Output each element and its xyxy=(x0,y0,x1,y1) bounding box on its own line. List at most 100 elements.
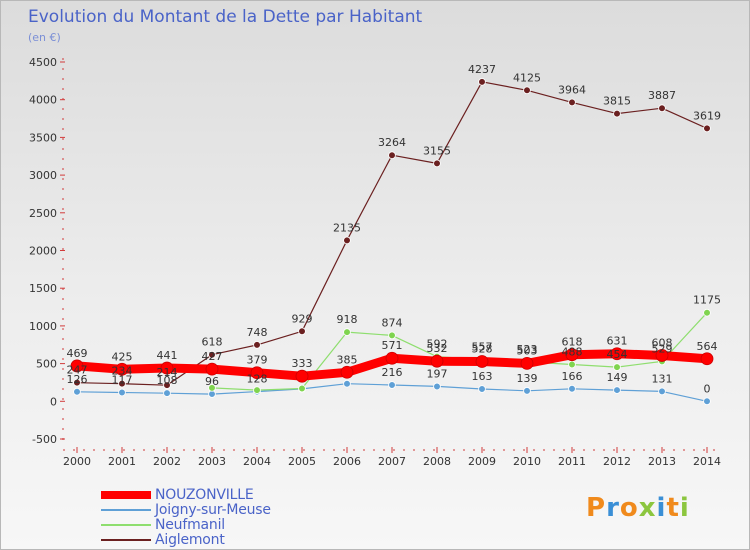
data-point xyxy=(118,379,126,388)
x-tick-label: 2004 xyxy=(243,455,271,468)
data-label: 454 xyxy=(607,348,628,361)
data-point xyxy=(430,354,444,368)
data-point xyxy=(523,86,531,95)
data-label: 3964 xyxy=(558,83,586,96)
data-point xyxy=(568,98,576,107)
chart-title: Evolution du Montant de la Dette par Hab… xyxy=(28,7,423,27)
data-label: 149 xyxy=(607,371,628,384)
legend-item: Joigny-sur-Meuse xyxy=(101,502,271,518)
data-label: 126 xyxy=(67,373,88,386)
data-label: 748 xyxy=(247,326,268,339)
data-point xyxy=(655,349,669,362)
data-label: 385 xyxy=(337,353,358,366)
data-point xyxy=(343,379,351,388)
data-point xyxy=(565,348,579,362)
legend: NOUZONVILLE Joigny-sur-Meuse Neufmanil Aigl… xyxy=(101,487,271,548)
data-point xyxy=(298,327,306,336)
data-label: 441 xyxy=(157,349,178,362)
data-point xyxy=(343,236,351,245)
x-tick-label: 2010 xyxy=(513,455,541,468)
y-tick-label: 500 xyxy=(36,358,57,371)
x-tick-label: 2005 xyxy=(288,455,316,468)
data-point xyxy=(118,388,126,397)
data-point xyxy=(478,385,486,393)
data-label: 427 xyxy=(202,350,223,363)
x-tick-label: 2009 xyxy=(468,455,496,468)
data-point xyxy=(253,386,261,394)
x-tick-label: 2000 xyxy=(63,455,91,468)
data-label: 631 xyxy=(607,335,628,348)
data-point xyxy=(250,366,264,380)
data-label: 333 xyxy=(292,357,313,370)
data-label: 488 xyxy=(562,346,583,359)
y-tick-label: 2000 xyxy=(29,245,57,258)
data-label: 3155 xyxy=(423,144,451,157)
data-point xyxy=(253,341,261,349)
data-label: 618 xyxy=(562,336,583,349)
x-tick-label: 2007 xyxy=(378,455,406,468)
data-label: 4125 xyxy=(513,71,541,84)
data-point xyxy=(208,390,216,398)
data-label: 117 xyxy=(112,373,133,386)
data-label: 564 xyxy=(697,340,718,353)
data-label: 523 xyxy=(517,343,538,356)
data-point xyxy=(433,382,441,391)
data-point xyxy=(703,308,711,317)
data-label: 425 xyxy=(112,350,133,363)
y-tick-label: 1000 xyxy=(29,320,57,333)
data-point xyxy=(340,365,354,379)
data-point xyxy=(388,331,396,340)
data-label: 3264 xyxy=(378,136,406,149)
data-label: 532 xyxy=(427,342,448,355)
x-tick-label: 2001 xyxy=(108,455,136,468)
legend-swatch xyxy=(101,523,151,526)
data-point xyxy=(523,387,531,395)
data-point xyxy=(475,355,489,368)
x-tick-label: 2006 xyxy=(333,455,361,468)
data-label: 3887 xyxy=(648,89,676,102)
legend-item: Aiglemont xyxy=(101,531,271,548)
x-tick-label: 2012 xyxy=(603,455,631,468)
data-label: 929 xyxy=(292,312,313,325)
data-label: 557 xyxy=(472,340,493,353)
data-point xyxy=(610,347,624,361)
data-point xyxy=(298,384,306,393)
x-tick-label: 2013 xyxy=(648,455,676,468)
y-tick-label: 3000 xyxy=(29,169,57,182)
data-point xyxy=(115,362,129,376)
data-label: 163 xyxy=(472,370,493,383)
data-label: 874 xyxy=(382,316,403,329)
data-label: 96 xyxy=(205,375,219,388)
data-point xyxy=(700,352,714,366)
data-point xyxy=(703,397,711,406)
y-tick-label: 4000 xyxy=(29,94,57,107)
data-point xyxy=(73,378,81,387)
data-point xyxy=(703,124,711,133)
legend-label: Aiglemont xyxy=(155,531,225,548)
data-point xyxy=(343,328,351,336)
data-label: 216 xyxy=(382,366,403,379)
data-label: 379 xyxy=(247,354,268,367)
data-point xyxy=(568,384,576,393)
data-point xyxy=(388,381,396,389)
data-label: 214 xyxy=(157,366,178,379)
data-label: 108 xyxy=(157,374,178,387)
y-tick-label: 4500 xyxy=(29,56,57,69)
data-label: 1175 xyxy=(693,294,721,307)
data-point xyxy=(163,389,171,397)
data-label: 529 xyxy=(652,342,673,355)
data-label: 918 xyxy=(337,313,358,326)
data-label: 2135 xyxy=(333,221,361,234)
x-tick-label: 2008 xyxy=(423,455,451,468)
legend-swatch xyxy=(101,508,151,511)
x-tick-label: 2003 xyxy=(198,455,226,468)
y-tick-label: 2500 xyxy=(29,207,57,220)
data-label: 503 xyxy=(517,344,538,357)
data-label: 571 xyxy=(382,339,403,352)
data-point xyxy=(568,360,576,369)
y-tick-label: 3500 xyxy=(29,131,57,144)
data-point xyxy=(295,369,309,383)
data-label: 469 xyxy=(67,347,88,360)
